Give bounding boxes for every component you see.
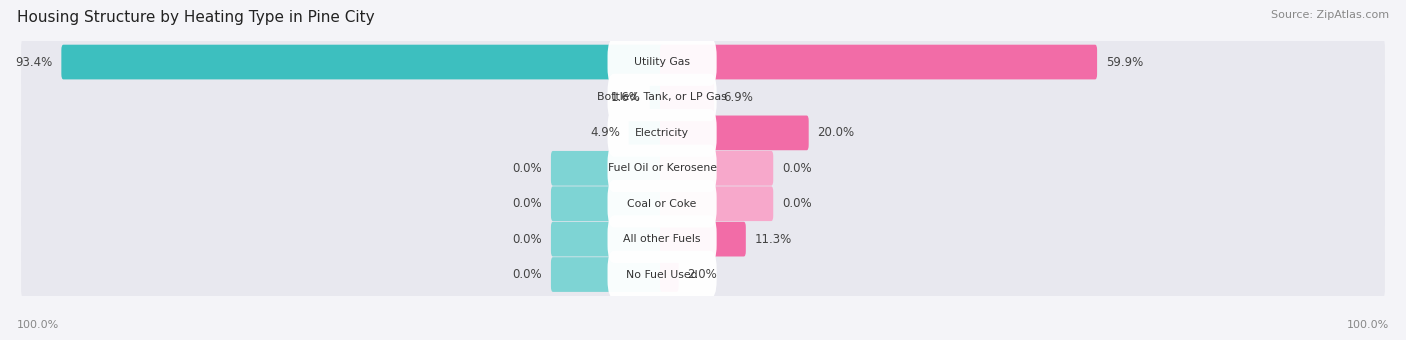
Text: 0.0%: 0.0% <box>512 233 543 245</box>
FancyBboxPatch shape <box>659 186 773 221</box>
Text: 1.6%: 1.6% <box>612 91 641 104</box>
FancyBboxPatch shape <box>659 257 679 292</box>
FancyBboxPatch shape <box>607 216 717 263</box>
Text: 4.9%: 4.9% <box>591 126 620 139</box>
FancyBboxPatch shape <box>659 116 808 150</box>
Text: 59.9%: 59.9% <box>1107 55 1143 69</box>
FancyBboxPatch shape <box>607 74 717 121</box>
FancyBboxPatch shape <box>551 186 664 221</box>
Text: 100.0%: 100.0% <box>17 320 59 330</box>
Text: 0.0%: 0.0% <box>782 162 811 175</box>
FancyBboxPatch shape <box>551 151 664 186</box>
Text: Housing Structure by Heating Type in Pine City: Housing Structure by Heating Type in Pin… <box>17 10 374 25</box>
FancyBboxPatch shape <box>21 214 1385 264</box>
Text: 100.0%: 100.0% <box>1347 320 1389 330</box>
Text: 0.0%: 0.0% <box>512 268 543 281</box>
FancyBboxPatch shape <box>607 251 717 298</box>
Text: Utility Gas: Utility Gas <box>634 57 690 67</box>
FancyBboxPatch shape <box>659 222 745 256</box>
Text: 0.0%: 0.0% <box>782 197 811 210</box>
FancyBboxPatch shape <box>628 116 664 150</box>
Text: 6.9%: 6.9% <box>723 91 752 104</box>
Text: Source: ZipAtlas.com: Source: ZipAtlas.com <box>1271 10 1389 20</box>
FancyBboxPatch shape <box>21 72 1385 123</box>
Text: No Fuel Used: No Fuel Used <box>626 270 697 279</box>
FancyBboxPatch shape <box>62 45 664 80</box>
Text: 20.0%: 20.0% <box>817 126 855 139</box>
FancyBboxPatch shape <box>21 108 1385 158</box>
Text: All other Fuels: All other Fuels <box>623 234 700 244</box>
FancyBboxPatch shape <box>607 109 717 157</box>
FancyBboxPatch shape <box>21 250 1385 300</box>
Text: 2.0%: 2.0% <box>688 268 717 281</box>
Text: 0.0%: 0.0% <box>512 162 543 175</box>
Text: Electricity: Electricity <box>636 128 689 138</box>
FancyBboxPatch shape <box>650 80 664 115</box>
Text: 0.0%: 0.0% <box>512 197 543 210</box>
FancyBboxPatch shape <box>21 37 1385 87</box>
Text: Bottled, Tank, or LP Gas: Bottled, Tank, or LP Gas <box>598 92 727 102</box>
FancyBboxPatch shape <box>607 180 717 227</box>
FancyBboxPatch shape <box>607 144 717 192</box>
FancyBboxPatch shape <box>21 178 1385 229</box>
FancyBboxPatch shape <box>21 143 1385 193</box>
FancyBboxPatch shape <box>607 38 717 86</box>
FancyBboxPatch shape <box>551 222 664 256</box>
Text: 11.3%: 11.3% <box>755 233 792 245</box>
Text: Fuel Oil or Kerosene: Fuel Oil or Kerosene <box>607 163 717 173</box>
FancyBboxPatch shape <box>659 45 1097 80</box>
Text: Coal or Coke: Coal or Coke <box>627 199 697 209</box>
FancyBboxPatch shape <box>659 80 714 115</box>
FancyBboxPatch shape <box>659 151 773 186</box>
FancyBboxPatch shape <box>551 257 664 292</box>
Text: 93.4%: 93.4% <box>15 55 52 69</box>
